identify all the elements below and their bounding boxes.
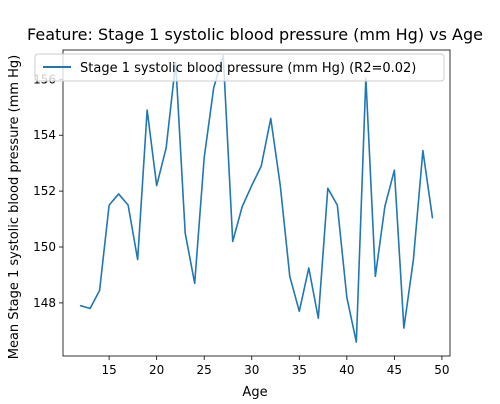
x-tick-label: 45 — [387, 363, 402, 377]
y-tick-label: 154 — [33, 128, 56, 142]
y-axis-label: Mean Stage 1 systolic blood pressure (mm… — [7, 55, 22, 360]
x-tick-label: 50 — [434, 363, 449, 377]
legend: Stage 1 systolic blood pressure (mm Hg) … — [34, 53, 445, 82]
legend-label: Stage 1 systolic blood pressure (mm Hg) … — [80, 61, 416, 76]
series-line — [79, 54, 434, 343]
y-tick-label: 148 — [33, 296, 56, 310]
x-tick-label: 15 — [101, 363, 116, 377]
legend-box — [34, 53, 445, 82]
x-tick-label: 20 — [149, 363, 164, 377]
y-tick-label: 150 — [33, 240, 56, 254]
x-tick-label: 30 — [244, 363, 259, 377]
y-axis-ticks: 148150152154156 — [33, 72, 63, 310]
x-tick-label: 40 — [339, 363, 354, 377]
x-tick-label: 25 — [197, 363, 212, 377]
x-axis-ticks: 15 20 25 30 35 40 45 50 — [101, 356, 450, 377]
chart-title: Feature: Stage 1 systolic blood pressure… — [27, 25, 483, 44]
y-tick-label: 152 — [33, 184, 56, 198]
plot-area — [62, 49, 451, 357]
x-tick-label: 35 — [292, 363, 307, 377]
plot-frame — [62, 49, 451, 357]
x-axis-label: Age — [242, 385, 267, 400]
